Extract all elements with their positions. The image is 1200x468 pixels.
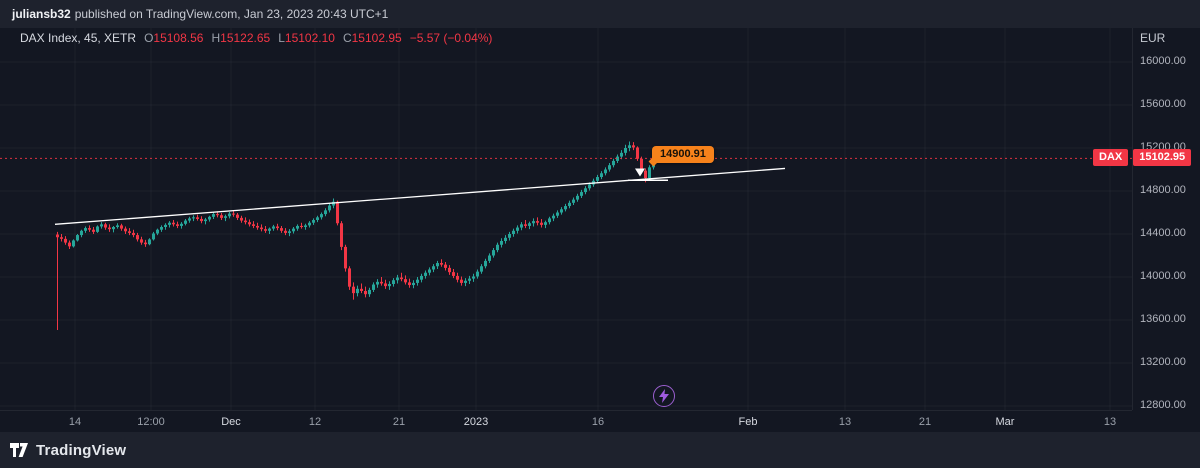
price-axis-label: 12800.00 bbox=[1140, 399, 1186, 411]
currency-label: EUR bbox=[1140, 31, 1166, 45]
time-axis-label: Dec bbox=[221, 416, 241, 428]
price-axis-label: 13200.00 bbox=[1140, 356, 1186, 368]
time-axis-label: 13 bbox=[838, 416, 852, 428]
ohlc-high: H15122.65 bbox=[211, 31, 271, 45]
price-axis-label: 16000.00 bbox=[1140, 55, 1186, 67]
price-axis[interactable]: 16000.00 15600.00 15200.00 14800.00 14400.00… bbox=[1132, 28, 1200, 411]
brand-label: TradingView bbox=[36, 441, 127, 459]
symbol-legend: DAX Index, 45, XETR O15108.56 H15122.65 … bbox=[20, 31, 492, 45]
time-axis-label: 2023 bbox=[463, 416, 489, 428]
price-axis-label: 14000.00 bbox=[1140, 270, 1186, 282]
last-price-tag: DAX 15102.95 bbox=[1093, 149, 1192, 167]
ohlc-close: C15102.95 bbox=[342, 31, 402, 45]
price-axis-label: 13600.00 bbox=[1140, 313, 1186, 325]
time-axis-label: Mar bbox=[995, 416, 1015, 428]
footer-bar: TradingView bbox=[0, 432, 1200, 468]
time-axis-label: 14 bbox=[68, 416, 82, 428]
time-axis[interactable]: 14 12:00 Dec 12 21 2023 16 Feb 13 21 Mar 13 bbox=[0, 410, 1132, 433]
last-price-tag-value: 15102.95 bbox=[1133, 149, 1192, 167]
publish-info-text: published on TradingView.com, Jan 23, 20… bbox=[74, 7, 389, 21]
lightning-bolt-icon bbox=[659, 389, 669, 403]
price-axis-label: 14800.00 bbox=[1140, 184, 1186, 196]
time-axis-label: 13 bbox=[1103, 416, 1117, 428]
publisher-username: juliansb32 bbox=[12, 7, 71, 21]
price-callout-value: 14900.91 bbox=[660, 148, 706, 160]
price-axis-label: 15600.00 bbox=[1140, 98, 1186, 110]
tradingview-logo[interactable]: TradingView bbox=[10, 442, 126, 459]
price-axis-label: 14400.00 bbox=[1140, 227, 1186, 239]
ohlc-low: L15102.10 bbox=[278, 31, 335, 45]
ohlc-open: O15108.56 bbox=[144, 31, 204, 45]
time-axis-label: Feb bbox=[738, 416, 758, 428]
time-axis-label: 16 bbox=[591, 416, 605, 428]
last-price-tag-symbol: DAX bbox=[1093, 149, 1129, 167]
change-value: −5.57 (−0.04%) bbox=[409, 31, 493, 45]
lightning-button[interactable] bbox=[653, 385, 675, 407]
time-axis-label: 12 bbox=[308, 416, 322, 428]
publish-info-bar: juliansb32 published on TradingView.com,… bbox=[0, 0, 1200, 28]
time-axis-label: 21 bbox=[918, 416, 932, 428]
time-axis-label: 12:00 bbox=[137, 416, 165, 428]
price-callout-label[interactable]: 14900.91 bbox=[648, 146, 714, 167]
time-axis-label: 21 bbox=[392, 416, 406, 428]
tradingview-logo-icon bbox=[10, 443, 28, 457]
symbol-title: DAX Index, 45, XETR bbox=[20, 31, 137, 45]
